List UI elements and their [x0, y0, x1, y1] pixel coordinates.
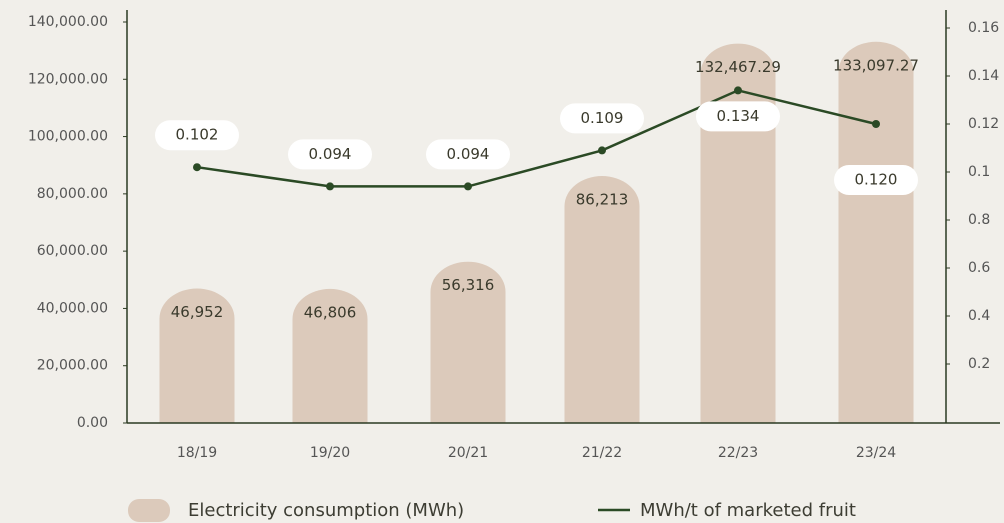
y-tick-label: 40,000.00 — [37, 300, 108, 316]
y2-tick-label: 0.8 — [968, 212, 990, 228]
label-pill — [696, 101, 780, 132]
line-point — [464, 182, 472, 191]
line-point — [872, 120, 880, 128]
y-tick-label: 0.00 — [77, 415, 108, 431]
line-value-label: 0.102 — [176, 126, 219, 144]
y2-tick-label: 0.16 — [968, 20, 999, 36]
legend-swatch — [128, 499, 170, 522]
bar-value-label: 132,467.29 — [695, 58, 781, 76]
y-tick-label: 140,000.00 — [28, 14, 108, 30]
y-tick-label: 100,000.00 — [28, 129, 108, 145]
x-tick-label: 19/20 — [310, 445, 350, 461]
bar-value-label: 86,213 — [576, 191, 629, 209]
label-pill — [155, 120, 239, 151]
bar — [838, 41, 914, 424]
y-tick-label: 60,000.00 — [37, 243, 108, 259]
line-value-label: 0.109 — [581, 109, 624, 127]
x-tick-label: 20/21 — [448, 445, 488, 461]
bar-value-label: 56,316 — [442, 276, 495, 294]
line-value-label: 0.120 — [855, 171, 898, 189]
line-point — [598, 146, 606, 155]
line-value-label: 0.094 — [309, 145, 352, 163]
y-tick-label: 20,000.00 — [37, 358, 108, 374]
line-value-label: 0.094 — [447, 145, 490, 163]
bar — [430, 261, 506, 423]
label-pill — [426, 139, 510, 170]
x-tick-label: 23/24 — [856, 445, 896, 461]
line-point — [193, 163, 201, 172]
y2-tick-label: 0.1 — [968, 164, 990, 180]
line-point — [326, 182, 334, 191]
y2-tick-label: 0.4 — [968, 308, 990, 324]
x-tick-label: 21/22 — [582, 445, 622, 461]
y2-tick-label: 0.6 — [968, 260, 990, 276]
line — [196, 89, 877, 188]
label-pill — [834, 165, 918, 195]
y2-tick-label: 0.2 — [968, 356, 990, 372]
x-tick-label: 18/19 — [177, 445, 217, 461]
legend-label: MWh/t of marketed fruit — [640, 500, 856, 521]
bar-value-label: 133,097.27 — [833, 56, 919, 74]
label-pill — [560, 103, 644, 134]
legend-label: Electricity consumption (MWh) — [188, 500, 464, 521]
line-value-label: 0.134 — [717, 107, 760, 125]
y-tick-label: 80,000.00 — [37, 186, 108, 202]
line-point — [734, 86, 742, 95]
label-pill — [288, 139, 372, 170]
y-tick-label: 120,000.00 — [28, 71, 108, 87]
bar — [159, 288, 235, 423]
bar — [700, 43, 776, 424]
bar-value-label: 46,806 — [304, 303, 357, 321]
y2-tick-label: 0.12 — [968, 116, 999, 132]
bar — [292, 288, 368, 423]
y2-tick-label: 0.14 — [968, 68, 999, 84]
bar — [564, 176, 640, 423]
bar-value-label: 46,952 — [171, 303, 224, 321]
x-tick-label: 22/23 — [718, 445, 758, 461]
